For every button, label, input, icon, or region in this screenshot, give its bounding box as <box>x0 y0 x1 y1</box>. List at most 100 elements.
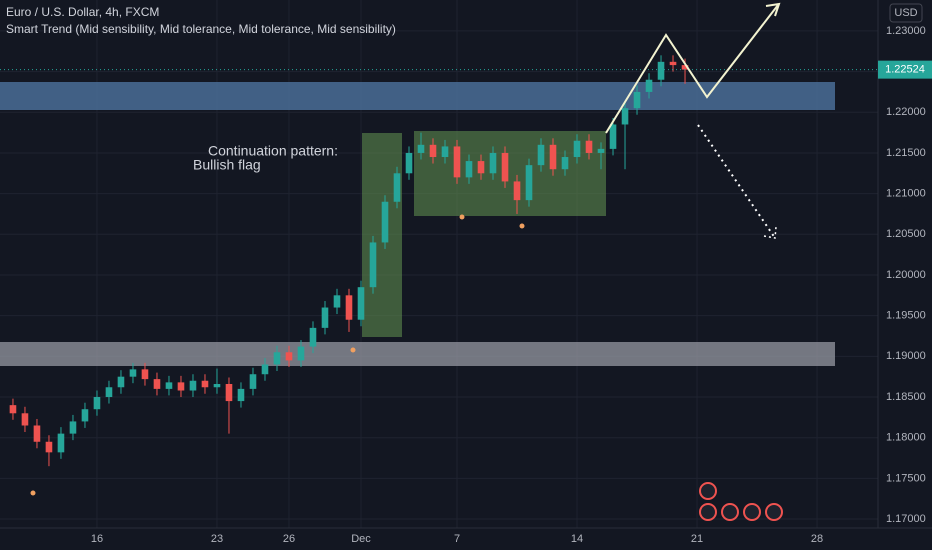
candle-body <box>405 152 413 174</box>
y-tick-label: 1.22000 <box>886 106 926 118</box>
candle-body <box>393 173 401 202</box>
candle-body <box>225 384 233 402</box>
candle-body <box>669 61 677 66</box>
candle-body <box>681 65 689 70</box>
candle-body <box>549 144 557 170</box>
resistance-zone <box>0 82 835 110</box>
candle-body <box>201 380 209 388</box>
candle-body <box>165 382 173 389</box>
candle-body <box>285 352 293 361</box>
candle-body <box>477 161 485 174</box>
y-tick-label: 1.17000 <box>886 513 926 525</box>
candle-body <box>309 327 317 347</box>
event-icon[interactable] <box>721 503 739 521</box>
arrow-head <box>765 2 781 17</box>
annotation-line: Bullish flag <box>193 157 261 173</box>
candle-body <box>57 433 65 453</box>
candle-body <box>537 144 545 166</box>
candle-body <box>489 152 497 174</box>
candle-body <box>273 352 281 365</box>
candle-body <box>177 382 185 391</box>
candle-body <box>141 369 149 380</box>
candles <box>0 55 878 467</box>
candle-body <box>93 397 101 410</box>
candle-body <box>633 91 641 109</box>
currency-button[interactable] <box>889 3 923 23</box>
candle-body <box>369 242 377 288</box>
currency-label: USD <box>894 7 917 19</box>
event-icon[interactable] <box>765 503 783 521</box>
candle-body <box>645 79 653 92</box>
candle-body <box>237 388 245 402</box>
candle-body <box>573 140 581 158</box>
y-tick-label: 1.19500 <box>886 310 926 322</box>
signal-dot <box>459 214 465 220</box>
event-icon[interactable] <box>743 503 761 521</box>
y-tick-label: 1.18500 <box>886 391 926 403</box>
candle-body <box>189 380 197 391</box>
candle-body <box>297 346 305 361</box>
y-tick-label: 1.19000 <box>886 350 926 362</box>
event-icon[interactable] <box>699 482 717 500</box>
x-tick-label: 7 <box>454 533 460 545</box>
candle-body <box>501 152 509 182</box>
candle-body <box>609 124 617 149</box>
last-price-badge <box>878 60 932 79</box>
candle-body <box>381 201 389 243</box>
x-tick-label: Dec <box>351 533 371 545</box>
projection-arrow <box>605 4 779 134</box>
candle-body <box>417 144 425 153</box>
candle-body <box>249 374 257 389</box>
event-icon[interactable] <box>699 503 717 521</box>
candle-body <box>585 140 593 153</box>
y-tick-label: 1.20000 <box>886 269 926 281</box>
candle-body <box>105 387 113 398</box>
candle-body <box>81 409 89 422</box>
x-tick-label: 16 <box>91 533 103 545</box>
last-price-label: 1.22524 <box>885 64 925 76</box>
candle-body <box>33 425 41 442</box>
candle-body <box>429 144 437 158</box>
annotation-line: Continuation pattern: <box>208 143 338 159</box>
candle-body <box>561 157 569 170</box>
candle-body <box>21 413 29 426</box>
arrow-head <box>763 226 777 239</box>
candle-body <box>357 287 365 320</box>
candle-body <box>525 165 533 201</box>
x-tick-label: 26 <box>283 533 295 545</box>
candle-body <box>321 307 329 328</box>
candle-body <box>657 61 665 80</box>
candle-body <box>621 108 629 125</box>
chart-title: Euro / U.S. Dollar, 4h, FXCM <box>6 5 159 19</box>
candle-body <box>345 295 353 320</box>
x-tick-label: 28 <box>811 533 823 545</box>
axes: 1.17000 1.17500 1.18000 1.18500 1.19000 1.195… <box>91 25 932 545</box>
signal-dot <box>30 490 36 496</box>
y-tick-label: 1.21500 <box>886 147 926 159</box>
support-zone <box>0 342 835 366</box>
candle-body <box>153 379 161 389</box>
candle-body <box>69 421 77 434</box>
candle-body <box>441 146 449 158</box>
candle-body <box>597 148 605 153</box>
signal-dot <box>519 223 525 229</box>
y-tick-label: 1.18000 <box>886 432 926 444</box>
candle-body <box>513 181 521 201</box>
candle-body <box>129 369 137 377</box>
y-tick-label: 1.23000 <box>886 25 926 37</box>
y-tick-label: 1.17500 <box>886 472 926 484</box>
candle-body <box>333 295 341 308</box>
y-tick-label: 1.21000 <box>886 188 926 200</box>
candle-body <box>213 384 221 388</box>
candle-body <box>45 441 53 453</box>
candle-body <box>9 405 17 414</box>
x-tick-label: 21 <box>691 533 703 545</box>
candle-body <box>453 146 461 178</box>
x-tick-label: 14 <box>571 533 583 545</box>
signal-dot <box>350 347 356 353</box>
y-tick-label: 1.20500 <box>886 228 926 240</box>
x-tick-label: 23 <box>211 533 223 545</box>
candle-body <box>117 376 125 388</box>
candle-body <box>465 161 473 178</box>
